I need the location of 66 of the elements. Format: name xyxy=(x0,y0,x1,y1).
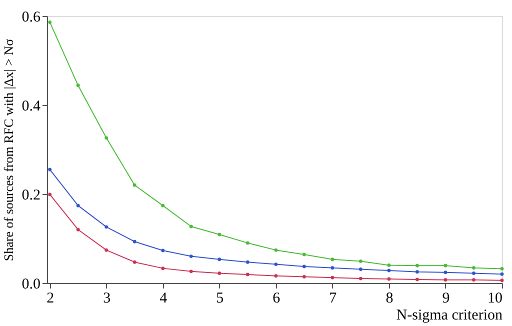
x-tick-label: 5 xyxy=(216,290,224,306)
point xyxy=(330,276,334,280)
point xyxy=(330,266,334,270)
point xyxy=(358,276,362,280)
point xyxy=(444,264,448,268)
point xyxy=(444,270,448,274)
y-tick-label: 0.0 xyxy=(22,276,40,292)
x-tick-label: 10 xyxy=(488,290,502,306)
point xyxy=(132,240,136,244)
point xyxy=(500,278,504,282)
point xyxy=(104,225,108,229)
point xyxy=(132,183,136,187)
y-axis-title: Share of sources from RFC with |Δx| > Nσ xyxy=(0,38,16,262)
y-tick-label: 0.6 xyxy=(22,10,41,26)
point xyxy=(48,20,52,24)
x-tick-label: 2 xyxy=(46,290,54,306)
x-tick-label: 9 xyxy=(442,290,450,306)
point xyxy=(274,274,278,278)
x-tick-label: 8 xyxy=(386,290,394,306)
point xyxy=(302,252,306,256)
point xyxy=(161,266,165,270)
point xyxy=(274,262,278,266)
point xyxy=(161,248,165,252)
point xyxy=(132,260,136,264)
x-tick-label: 6 xyxy=(272,290,281,306)
point xyxy=(76,204,80,208)
point xyxy=(387,277,391,281)
point xyxy=(189,224,193,228)
point xyxy=(302,275,306,278)
point xyxy=(387,268,391,272)
point xyxy=(246,260,250,264)
point xyxy=(218,258,222,262)
point xyxy=(161,204,165,208)
point xyxy=(415,270,419,274)
point xyxy=(387,263,391,267)
point xyxy=(302,264,306,268)
x-tick-label: 3 xyxy=(103,290,111,306)
point xyxy=(358,267,362,271)
point xyxy=(246,241,250,245)
point xyxy=(415,264,419,268)
point xyxy=(48,192,52,196)
point xyxy=(76,228,80,232)
point xyxy=(472,266,476,270)
point xyxy=(104,136,108,140)
point xyxy=(218,271,222,275)
point xyxy=(472,278,476,282)
point xyxy=(274,248,278,252)
point xyxy=(500,272,504,276)
point xyxy=(358,259,362,263)
point xyxy=(330,258,334,262)
y-tick-label: 0.2 xyxy=(22,188,40,204)
x-tick-label: 7 xyxy=(329,290,338,306)
point xyxy=(500,267,504,270)
point xyxy=(444,278,448,282)
point xyxy=(189,270,193,274)
x-tick-label: 4 xyxy=(160,290,168,306)
point xyxy=(76,84,80,88)
point xyxy=(472,271,476,275)
point xyxy=(189,254,193,258)
x-axis-title: N-sigma criterion xyxy=(396,308,503,324)
y-tick-label: 0.4 xyxy=(22,98,41,114)
point xyxy=(48,168,52,172)
point xyxy=(415,278,419,282)
point xyxy=(104,248,108,252)
point xyxy=(218,232,222,236)
point xyxy=(246,272,250,276)
